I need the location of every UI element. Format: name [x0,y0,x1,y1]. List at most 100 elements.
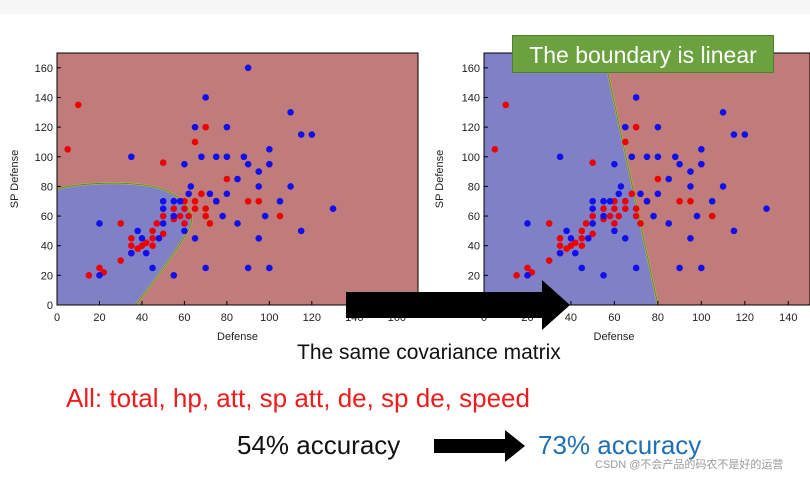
blue-point [181,160,188,168]
blue-point [698,146,705,153]
blue-point [578,264,586,272]
x-tick-label: 120 [736,312,754,324]
y-tick-label: 100 [462,152,480,164]
red-point [578,227,586,235]
red-point [589,230,596,238]
y-tick-label: 40 [41,241,53,253]
red-point [615,212,623,220]
red-point [491,146,499,153]
red-point [513,272,520,279]
blue-point [255,168,263,175]
x-tick-label: 140 [779,312,797,324]
red-point [191,197,199,205]
y-axis-label: SP Defense [434,150,446,209]
blue-point [261,212,269,220]
y-tick-label: 80 [468,181,480,193]
blue-point [650,212,657,220]
blue-point [96,220,103,227]
red-point [556,242,564,250]
blue-point [276,197,284,205]
blue-point [671,153,679,161]
covariance-text: The same covariance matrix [297,341,561,364]
red-point [181,220,188,227]
blue-point [170,212,178,220]
blue-point [676,264,683,272]
blue-point [128,153,135,161]
blue-point [255,234,263,242]
y-tick-label: 160 [462,63,480,75]
blue-point [234,220,241,227]
blue-point [128,249,135,257]
blue-point [563,227,570,235]
red-point [170,205,178,212]
red-point [159,159,167,166]
blue-point [191,234,199,242]
blue-point [643,153,651,161]
y-axis-label: SP Defense [9,150,21,209]
blue-point [698,264,705,272]
blue-point [708,197,716,205]
red-point [687,197,694,205]
red-point [85,272,93,279]
transition-arrow-large [346,280,570,330]
x-tick-label: 40 [136,312,148,324]
blue-point [589,197,596,205]
red-point [149,234,156,242]
blue-point [589,205,596,212]
blue-point [611,227,618,235]
red-point [606,212,614,220]
top-strip [0,0,810,14]
blue-point [266,146,273,153]
x-tick-label: 120 [303,312,321,324]
blue-point [206,190,214,198]
plot-quadratic: 0204060801001201401600204060801001201401… [9,52,419,343]
red-point [276,212,284,220]
blue-point [240,153,248,161]
boundary-edge-green [603,53,659,305]
x-tick-label: 40 [565,312,577,324]
blue-point [202,94,209,101]
watermark: CSDN @不会产品的码农不是好的运营 [595,459,784,471]
transition-arrow-small [434,430,525,462]
red-point [582,220,590,227]
x-tick-label: 0 [54,312,60,324]
x-tick-label: 20 [93,312,105,324]
blue-point [198,153,205,161]
red-point [142,239,150,247]
blue-point [730,227,738,235]
blue-point [741,131,749,138]
blue-point [149,264,156,272]
blue-point [219,212,226,220]
blue-point [687,168,694,175]
red-point [545,220,553,227]
blue-point [159,220,167,227]
boundary-label: The boundary is linear [512,35,774,73]
red-point [545,257,553,264]
red-point [632,212,640,220]
red-point [64,146,71,153]
red-point [191,138,199,146]
blue-point [615,190,623,198]
blue-point [654,123,662,131]
blue-point [170,197,178,205]
blue-point [698,160,705,168]
blue-point [571,249,579,257]
blue-point [524,220,531,227]
blue-point [170,272,178,279]
red-point [176,212,184,220]
y-tick-label: 120 [35,122,53,134]
decision-regions [484,53,810,305]
y-tick-label: 80 [41,181,53,193]
blue-point [142,249,150,257]
red-point [96,264,103,272]
y-tick-label: 160 [35,63,53,75]
red-point [611,220,618,227]
blue-point [637,190,644,198]
data-points [64,64,337,279]
blue-point [585,234,592,242]
blue-point [676,160,683,168]
blue-point [244,64,252,72]
blue-point [693,212,701,220]
blue-point [763,205,770,212]
